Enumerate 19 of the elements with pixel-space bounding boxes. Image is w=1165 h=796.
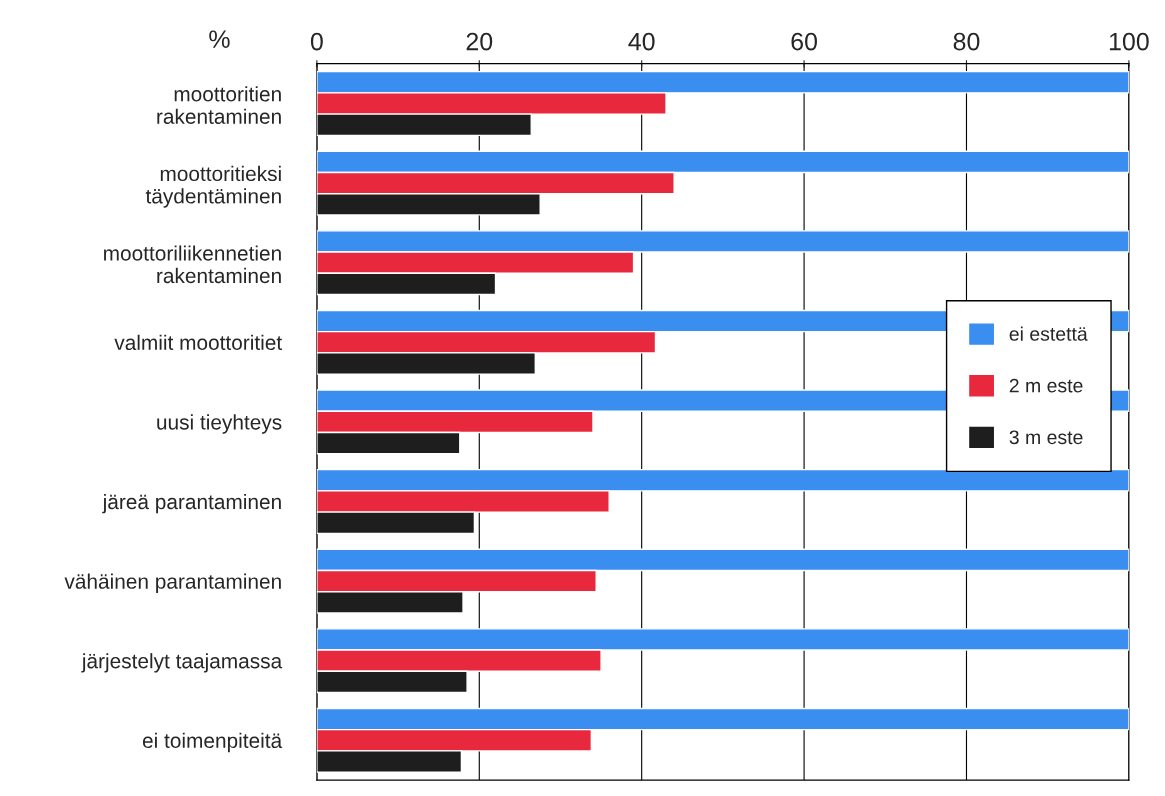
- y-tick-label: ei toimenpiteitä: [142, 732, 283, 753]
- x-tick-label: 20: [466, 32, 493, 51]
- x-tick-label: 80: [953, 32, 980, 51]
- y-tick-label: uusi tieyhteys: [157, 414, 282, 434]
- legend-label: 2 m este: [1009, 378, 1083, 393]
- x-tick-label: 100: [1109, 32, 1149, 51]
- y-tick-label: moottoritieksi täydentäminen: [145, 165, 281, 208]
- x-tick-label: 40: [628, 32, 655, 51]
- y-tick-label: moottoriliikennetien rakentaminen: [104, 245, 281, 284]
- x-axis-title: %: [209, 30, 230, 48]
- y-tick-label: järeä parantaminen: [102, 493, 281, 514]
- y-tick-label: valmiit moottoritiet: [114, 334, 283, 351]
- x-tick-label: 60: [791, 32, 818, 51]
- y-tick-label: vähäinen parantaminen: [64, 573, 281, 593]
- y-tick-label: järjestelyt taajamassa: [81, 653, 283, 673]
- legend-label: 3 m este: [1009, 430, 1083, 445]
- legend-label: ei estettä: [1009, 326, 1088, 341]
- y-tick-label: moottoritien rakentaminen: [157, 86, 281, 124]
- x-tick-label: 0: [310, 32, 323, 51]
